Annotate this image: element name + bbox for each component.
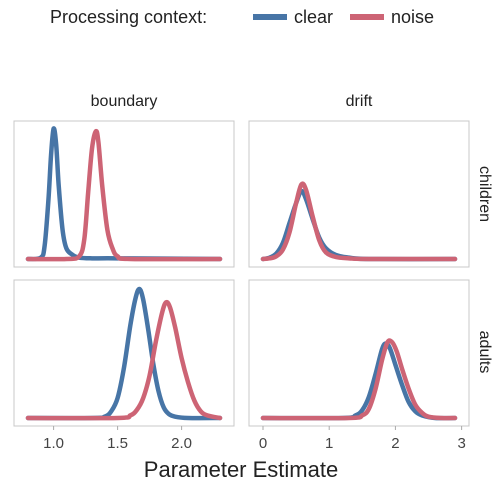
density-line-drift-adults-clear <box>260 341 458 421</box>
legend: Processing context: clear noise <box>50 7 434 27</box>
x-tick-label-drift-1: 1 <box>325 435 333 452</box>
strip-column-drift: drift <box>346 93 373 110</box>
x-tick-label-drift-2: 2 <box>391 435 399 452</box>
x-tick-label-drift-3: 3 <box>457 435 465 452</box>
density-line-boundary-adults-clear <box>25 286 223 421</box>
strip-column-boundary: boundary <box>91 93 158 110</box>
panel-drift-adults <box>248 279 470 427</box>
legend-title: Processing context: <box>50 7 207 27</box>
density-line-drift-children-noise <box>260 181 458 262</box>
density-curves <box>25 126 458 421</box>
legend-label-noise: noise <box>391 7 434 27</box>
strip-row-adults: adults <box>476 331 493 374</box>
panel-boundary-adults <box>13 279 235 427</box>
density-line-boundary-children-clear <box>25 126 223 262</box>
strip-row-children: children <box>476 166 493 222</box>
panel-boundary-children <box>13 120 235 268</box>
x-tick-label-boundary-2: 2.0 <box>171 435 192 452</box>
x-axis-ticks: 1.0 1.5 2.0 0 1 2 3 <box>43 426 466 452</box>
x-tick-label-drift-0: 0 <box>259 435 267 452</box>
density-line-drift-adults-noise <box>260 338 458 421</box>
panel-drift-children <box>248 120 470 268</box>
x-tick-label-boundary-0: 1.0 <box>43 435 64 452</box>
legend-label-clear: clear <box>294 7 333 27</box>
density-line-boundary-children-noise <box>25 128 223 262</box>
x-axis-title: Parameter Estimate <box>144 457 338 482</box>
x-tick-label-boundary-1: 1.5 <box>107 435 128 452</box>
density-line-boundary-adults-noise <box>25 299 223 421</box>
